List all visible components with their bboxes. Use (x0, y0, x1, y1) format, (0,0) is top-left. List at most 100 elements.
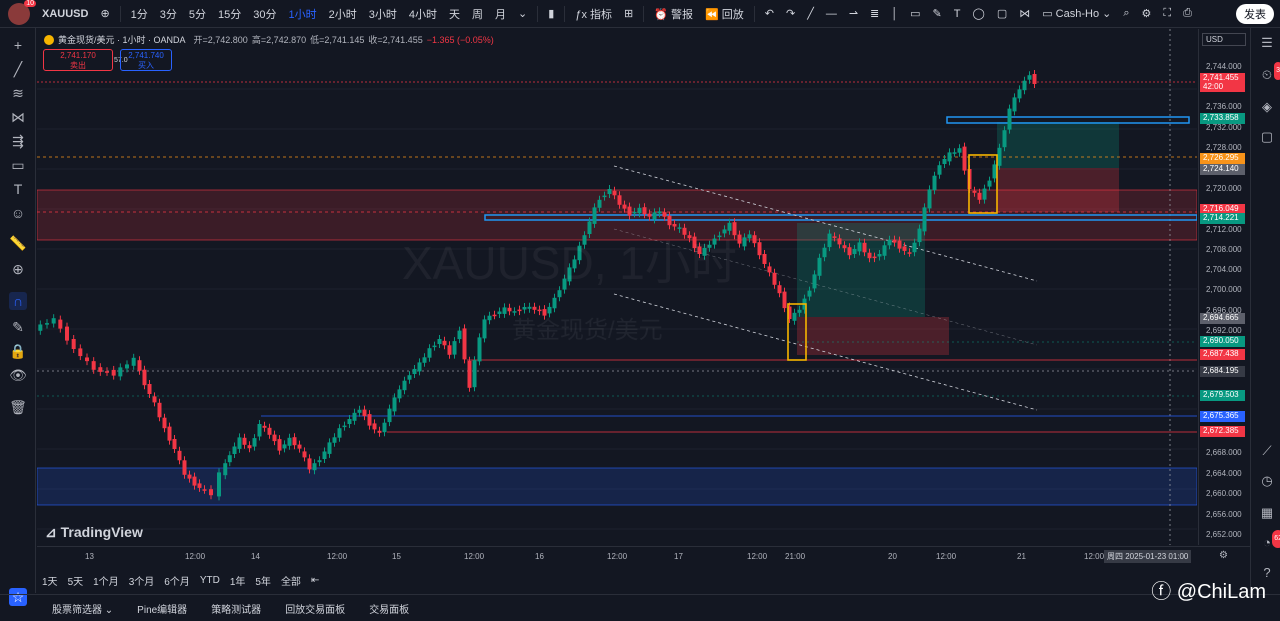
interval-15m[interactable]: 15分 (218, 8, 242, 21)
search-icon[interactable]: ⌕ (1123, 7, 1130, 19)
forecast-tool-icon[interactable]: ⇶ (12, 133, 24, 149)
clock-icon[interactable]: ◷ (1261, 473, 1273, 488)
alert-button[interactable]: ⏰ 警报 (654, 8, 693, 21)
trendline-tool-icon[interactable]: ╱ (13, 61, 23, 77)
long-position-2-profit[interactable] (997, 122, 1119, 168)
chart-pane[interactable]: XAUUSD, 1小时 黄金现货/美元 (37, 29, 1197, 545)
tab-stock-screener[interactable]: 股票筛选器 ⌄ (52, 604, 114, 616)
interval-2h[interactable]: 2小时 (328, 8, 357, 21)
price-axis[interactable]: USD (1198, 29, 1250, 545)
fib-icon[interactable]: ≣ (870, 8, 880, 20)
callout-icon[interactable]: ▢ (996, 8, 1008, 20)
emoji-icon[interactable]: ☺ (10, 205, 26, 221)
settings-icon[interactable]: ⚙ (1141, 8, 1152, 20)
interval-3h[interactable]: 3小时 (368, 8, 397, 21)
redo-icon[interactable]: ↷ (785, 8, 796, 20)
channel-mid-line[interactable] (613, 228, 1038, 346)
ruler-icon[interactable]: 📏 (9, 235, 27, 251)
text-tool-icon[interactable]: T (13, 181, 23, 197)
replay-button[interactable]: ⏪ 回放 (705, 8, 744, 21)
help-icon[interactable]: ? (1263, 565, 1271, 580)
sell-button[interactable]: 2,741.170 卖出 (43, 49, 113, 71)
chevron-down-icon[interactable]: ⌄ (518, 8, 528, 20)
channel-upper-line[interactable] (613, 165, 1038, 282)
rectangle-icon[interactable]: ▭ (910, 8, 921, 20)
fib-tool-icon[interactable]: ≋ (12, 85, 24, 101)
notifications-icon[interactable]: ◔62 (1258, 530, 1280, 552)
interval-1m[interactable]: 1分 (130, 8, 148, 21)
range-6m[interactable]: 6个月 (164, 576, 190, 588)
range-ytd[interactable]: YTD (199, 574, 220, 586)
chat-icon[interactable]: ▢ (1260, 129, 1274, 144)
long-position-2-loss[interactable] (997, 168, 1119, 212)
key-level-box-2733[interactable] (946, 116, 1190, 124)
trendline-icon[interactable]: ╱ (807, 8, 814, 20)
interval-3m[interactable]: 3分 (159, 8, 177, 21)
zoom-icon[interactable]: ⊕ (12, 261, 24, 277)
pattern-icon[interactable]: ⋈ (1019, 8, 1031, 20)
layout-select[interactable]: ▭ Cash-Ho ⌄ (1042, 8, 1112, 20)
trend-icon[interactable]: ⟋ (1262, 443, 1272, 458)
fullscreen-icon[interactable]: ⛶ (1163, 7, 1172, 19)
ray-icon[interactable]: ⇀ (848, 8, 859, 20)
range-3m[interactable]: 3个月 (128, 576, 155, 588)
layers-icon[interactable]: ◈ (1262, 99, 1272, 114)
pattern-tool-icon[interactable]: ⋈ (11, 109, 25, 125)
tab-trading-panel[interactable]: 交易面板 (369, 604, 410, 616)
range-5d[interactable]: 5天 (67, 576, 84, 588)
symbol-search[interactable]: XAUUSD (42, 7, 89, 20)
brush-icon[interactable]: ✎ (932, 8, 942, 20)
date-range-icon[interactable]: ⇤ (310, 574, 320, 586)
crosshair-icon[interactable]: + (13, 37, 23, 53)
drawing-mode-icon[interactable]: ✎ (12, 319, 24, 335)
long-position-loss[interactable] (797, 317, 949, 355)
tab-pine-editor[interactable]: Pine编辑器 (137, 604, 188, 616)
menu-icon[interactable]: ☰ (1261, 35, 1273, 50)
calendar-icon[interactable]: ▦ (1260, 505, 1274, 520)
star-icon[interactable]: ☆ (9, 588, 27, 606)
range-5y[interactable]: 5年 (255, 576, 271, 588)
eye-icon[interactable]: 👁 (9, 367, 27, 383)
text-icon[interactable]: T (953, 7, 961, 20)
key-level-box-2714[interactable] (484, 214, 1197, 221)
interval-1h[interactable]: 1小时 (288, 8, 317, 21)
interval-1w[interactable]: 周 (472, 8, 484, 21)
alerts-icon[interactable]: ⏲ 3 (1258, 62, 1280, 84)
templates-icon[interactable]: ⊞ (624, 8, 634, 20)
legend-title[interactable]: 黄金现货/美元 · 1小时 · OANDA (58, 35, 186, 45)
range-1m[interactable]: 1个月 (93, 576, 119, 588)
buy-button[interactable]: 2,741.740 买入 (120, 49, 172, 71)
interval-1M[interactable]: 月 (495, 8, 507, 21)
undo-icon[interactable]: ↶ (764, 8, 774, 20)
trash-icon[interactable]: 🗑 (9, 399, 27, 415)
range-all[interactable]: 全部 (280, 576, 301, 588)
candle-type-icon[interactable]: ▮ (548, 8, 555, 20)
shapes-tool-icon[interactable]: ▭ (11, 157, 25, 173)
interval-4h[interactable]: 4小时 (408, 8, 438, 21)
highlight-box-2[interactable] (968, 154, 998, 214)
time-settings-icon[interactable]: ⚙ (1219, 550, 1228, 561)
demand-zone[interactable] (37, 467, 1197, 506)
range-1y[interactable]: 1年 (229, 576, 246, 588)
indicators-button[interactable]: ƒx 指标 (575, 8, 613, 21)
highlight-box-1[interactable] (787, 303, 807, 361)
user-avatar[interactable]: 10 (8, 0, 36, 25)
channel-lower-line[interactable] (613, 293, 1038, 411)
time-axis[interactable]: 周四 2025-01-23 01:00 ⚙ 13 12:00 14 12:00 15 12… (37, 546, 1250, 566)
tab-strategy-tester[interactable]: 策略测试器 (211, 604, 262, 616)
interval-5m[interactable]: 5分 (188, 8, 207, 21)
interval-30m[interactable]: 30分 (253, 8, 277, 21)
currency-select[interactable]: USD (1202, 33, 1246, 46)
compare-symbol-icon[interactable]: ⊕ (100, 8, 110, 20)
ellipse-icon[interactable]: ◯ (972, 8, 985, 20)
long-position-profit[interactable] (797, 223, 925, 317)
camera-icon[interactable]: ⎙ (1183, 7, 1192, 19)
lock-icon[interactable]: 🔒 (9, 343, 27, 359)
tradingview-logo[interactable]: ⊿ TradingView (45, 524, 143, 541)
publish-button[interactable]: 发表 (1236, 4, 1274, 24)
range-1d[interactable]: 1天 (42, 576, 58, 588)
tab-replay-trading[interactable]: 回放交易面板 (285, 604, 346, 616)
vertical-line-icon[interactable]: │ (891, 7, 899, 20)
horizontal-line-icon[interactable]: — (825, 7, 837, 20)
interval-1d[interactable]: 天 (449, 8, 461, 21)
